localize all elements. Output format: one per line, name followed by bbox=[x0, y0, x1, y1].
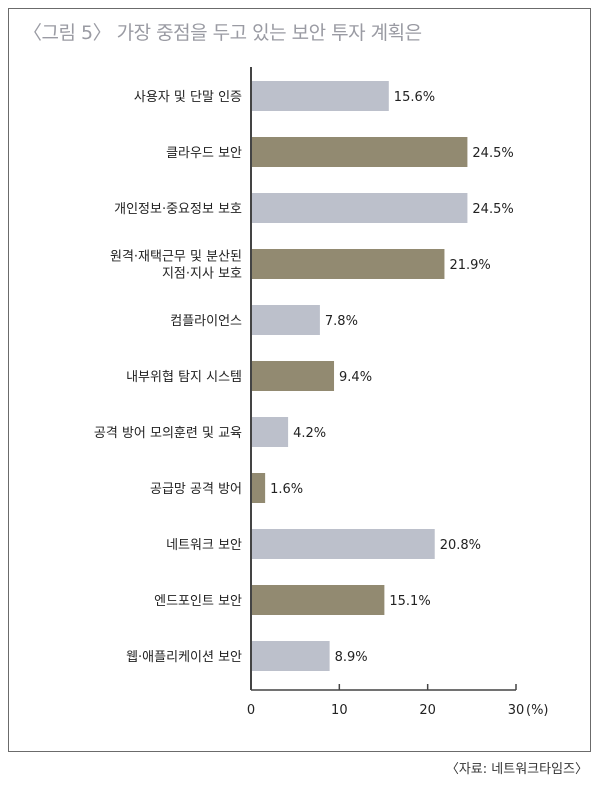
bar bbox=[251, 193, 468, 223]
category-label: 사용자 및 단말 인증 bbox=[134, 90, 242, 105]
bar bbox=[251, 641, 330, 671]
category-label: 웹·애플리케이션 보안 bbox=[126, 650, 242, 665]
x-tick-label: 20 bbox=[419, 703, 436, 718]
bar bbox=[251, 361, 335, 391]
data-label: 1.6% bbox=[270, 482, 303, 497]
category-label: 개인정보·중요정보 보호 bbox=[114, 202, 242, 217]
category-label-line: 엔드포인트 보안 bbox=[154, 594, 242, 609]
source-note: 〈자료: 네트워크타임즈〉 bbox=[445, 762, 588, 777]
chart-title: 〈그림 5〉 가장 중점을 두고 있는 보안 투자 계획은 bbox=[23, 22, 422, 44]
data-label: 20.8% bbox=[440, 538, 481, 553]
data-label: 4.2% bbox=[293, 426, 326, 441]
x-axis-unit: (%) bbox=[526, 703, 549, 718]
category-label-line: 공격 방어 모의훈련 및 교육 bbox=[94, 426, 242, 441]
bar bbox=[251, 585, 385, 615]
bar bbox=[251, 529, 435, 559]
category-label-line: 네트워크 보안 bbox=[166, 538, 242, 553]
category-label-line: 공급망 공격 방어 bbox=[150, 482, 242, 497]
data-label: 9.4% bbox=[339, 370, 372, 385]
category-label-line: 원격·재택근무 및 분산된 bbox=[110, 250, 242, 265]
category-label-line: 클라우드 보안 bbox=[166, 146, 242, 161]
data-label: 15.1% bbox=[389, 594, 430, 609]
bar bbox=[251, 305, 320, 335]
category-label-line: 내부위협 탐지 시스템 bbox=[126, 370, 242, 385]
category-label-line: 개인정보·중요정보 보호 bbox=[114, 202, 242, 217]
category-label: 공급망 공격 방어 bbox=[150, 482, 242, 497]
category-label: 네트워크 보안 bbox=[166, 538, 242, 553]
data-label: 8.9% bbox=[335, 650, 368, 665]
category-label-line: 지점·지사 보호 bbox=[162, 267, 242, 282]
bar bbox=[251, 137, 468, 167]
category-label: 엔드포인트 보안 bbox=[154, 594, 242, 609]
category-label: 내부위협 탐지 시스템 bbox=[126, 370, 242, 385]
data-label: 7.8% bbox=[325, 314, 358, 329]
data-label: 15.6% bbox=[394, 90, 435, 105]
category-label: 클라우드 보안 bbox=[166, 146, 242, 161]
x-tick-label: 10 bbox=[331, 703, 348, 718]
bar bbox=[251, 473, 266, 503]
data-label: 24.5% bbox=[472, 202, 513, 217]
category-label-line: 컴플라이언스 bbox=[170, 314, 242, 329]
bar bbox=[251, 417, 289, 447]
category-label: 컴플라이언스 bbox=[170, 314, 242, 329]
category-label-line: 웹·애플리케이션 보안 bbox=[126, 650, 242, 665]
x-tick-label: 0 bbox=[247, 703, 255, 718]
bar bbox=[251, 81, 389, 111]
data-label: 24.5% bbox=[472, 146, 513, 161]
category-label-line: 사용자 및 단말 인증 bbox=[134, 90, 242, 105]
x-tick-label: 30 bbox=[508, 703, 525, 718]
data-label: 21.9% bbox=[449, 258, 490, 273]
bar bbox=[251, 249, 445, 279]
category-label: 공격 방어 모의훈련 및 교육 bbox=[94, 426, 242, 441]
